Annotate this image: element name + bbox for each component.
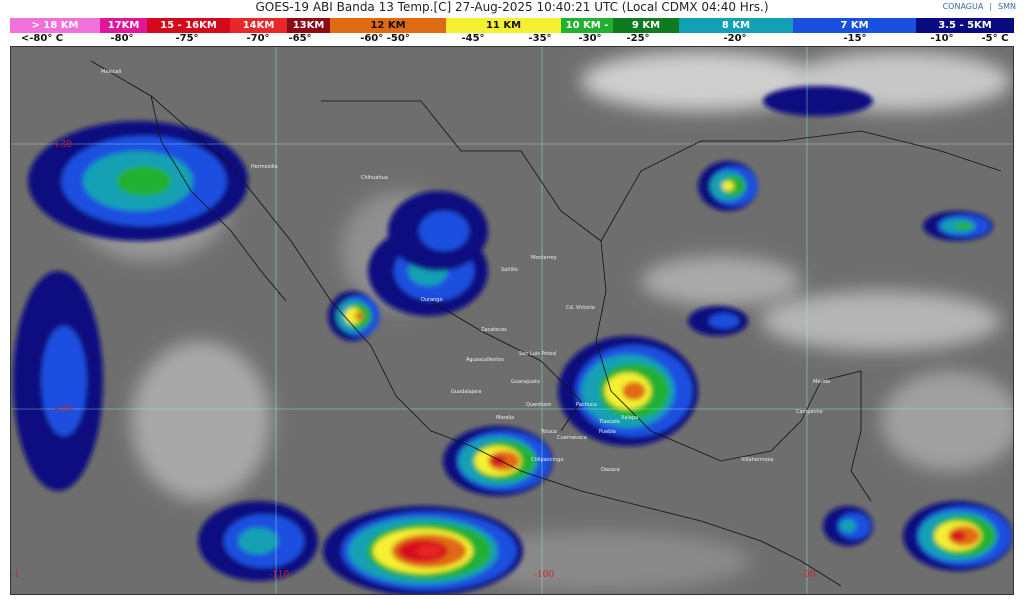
storm-cell	[955, 222, 973, 230]
city-label: Monterrey	[531, 255, 557, 261]
temp-label: -60° -50°	[360, 33, 410, 44]
city-label: Zacatecas	[481, 327, 507, 333]
storm-cell	[722, 181, 734, 191]
storm-cell	[622, 381, 646, 401]
storm-cell	[344, 307, 362, 325]
city-label: Oaxaca	[601, 467, 620, 473]
city-label: Xalapa	[621, 415, 638, 421]
city-label: Morelia	[496, 415, 514, 421]
conagua-logo: CONAGUA	[942, 2, 984, 11]
temp-label: -65°	[288, 33, 312, 44]
city-label: San Luis Potosí	[519, 350, 557, 357]
temp-label: -70°	[246, 33, 270, 44]
city-label: Tlaxcala	[598, 419, 620, 425]
grid-label: +20	[53, 405, 72, 415]
coastlines-borders	[90, 60, 1002, 587]
storm-cell	[709, 313, 739, 329]
legend-segment: 13KM	[287, 18, 330, 33]
lat-lon-grid	[11, 47, 1013, 594]
grid-label: +30	[53, 140, 72, 150]
agency-logos: CONAGUA | SMN	[942, 2, 1016, 11]
legend-segment: 9 KM	[613, 18, 679, 33]
legend-segment: 7 KM	[793, 18, 916, 33]
storm-cell	[419, 211, 469, 251]
grid-label: -90	[801, 570, 816, 580]
city-label: Mexicali	[101, 69, 121, 75]
temp-label: -20°	[723, 33, 747, 44]
temp-label: -25°	[626, 33, 650, 44]
storm-clouds	[13, 86, 1013, 594]
city-label: Saltillo	[501, 267, 518, 273]
temp-label: <-80° C	[20, 33, 64, 44]
storm-cell	[839, 519, 857, 533]
legend-segment: 14KM	[230, 18, 287, 33]
legend-segment: 10 KM -	[561, 18, 613, 33]
city-labels: Mexicali Hermosillo Chihuahua Monterrey Salt…	[101, 69, 830, 473]
storm-cell	[41, 326, 87, 436]
legend-segment: 8 KM	[679, 18, 793, 33]
temp-label: -35°	[528, 33, 552, 44]
storm-cell	[490, 456, 506, 466]
legend-segment: > 18 KM	[10, 18, 100, 33]
storm-cell	[416, 545, 442, 557]
temp-label: -45°	[461, 33, 485, 44]
satellite-imagery: Mexicali Hermosillo Chihuahua Monterrey Salt…	[11, 47, 1013, 594]
city-label: Guanajuato	[511, 379, 540, 385]
city-label: Puebla	[599, 429, 616, 435]
city-label: Chihuahua	[361, 175, 388, 181]
city-label: Campeche	[796, 409, 823, 415]
legend-segment: 11 KM	[446, 18, 561, 33]
temp-label: -5° C	[981, 33, 1009, 44]
satellite-map: Mexicali Hermosillo Chihuahua Monterrey Salt…	[10, 46, 1014, 595]
temp-label: -80°	[110, 33, 134, 44]
city-label: Toluca	[540, 429, 557, 435]
temp-label: -10°	[930, 33, 954, 44]
grid-label: -110	[269, 570, 289, 580]
temp-label: -75°	[175, 33, 199, 44]
grid-label: -1	[11, 570, 20, 580]
storm-cell	[354, 311, 364, 321]
storm-cell	[238, 527, 278, 555]
legend-segment: 12 KM	[330, 18, 446, 33]
smn-logo: SMN	[998, 2, 1016, 11]
legend-segment: 15 - 16KM	[147, 18, 230, 33]
storm-cell	[116, 166, 172, 196]
city-label: Villahermosa	[741, 457, 773, 463]
color-legend: > 18 KM 17KM 15 - 16KM 14KM 13KM 12 KM 1…	[10, 18, 1014, 33]
city-label: Querétaro	[526, 401, 551, 408]
city-label: Cd. Victoria	[566, 305, 595, 311]
temperature-scale: <-80° C -80° -75° -70° -65° -60° -50° -4…	[0, 33, 1024, 45]
city-label: Hermosillo	[251, 164, 278, 170]
storm-cell	[763, 86, 873, 116]
legend-segment: 3.5 - 5KM	[916, 18, 1014, 33]
city-label: Mérida	[813, 378, 830, 385]
city-label: Aguascalientes	[466, 357, 504, 363]
image-title: GOES-19 ABI Banda 13 Temp.[C] 27-Aug-202…	[255, 0, 769, 14]
legend-segment: 17KM	[100, 18, 147, 33]
city-label: Guadalajara	[451, 389, 481, 395]
temp-label: -15°	[843, 33, 867, 44]
temp-label: -30°	[578, 33, 602, 44]
storm-cell	[950, 531, 966, 541]
city-label: Cuernavaca	[557, 435, 587, 441]
city-label: Chilpancingo	[531, 457, 563, 463]
city-label: Durango	[421, 297, 443, 303]
city-label: Pachuca	[576, 402, 597, 408]
grid-label: -100	[534, 570, 554, 580]
